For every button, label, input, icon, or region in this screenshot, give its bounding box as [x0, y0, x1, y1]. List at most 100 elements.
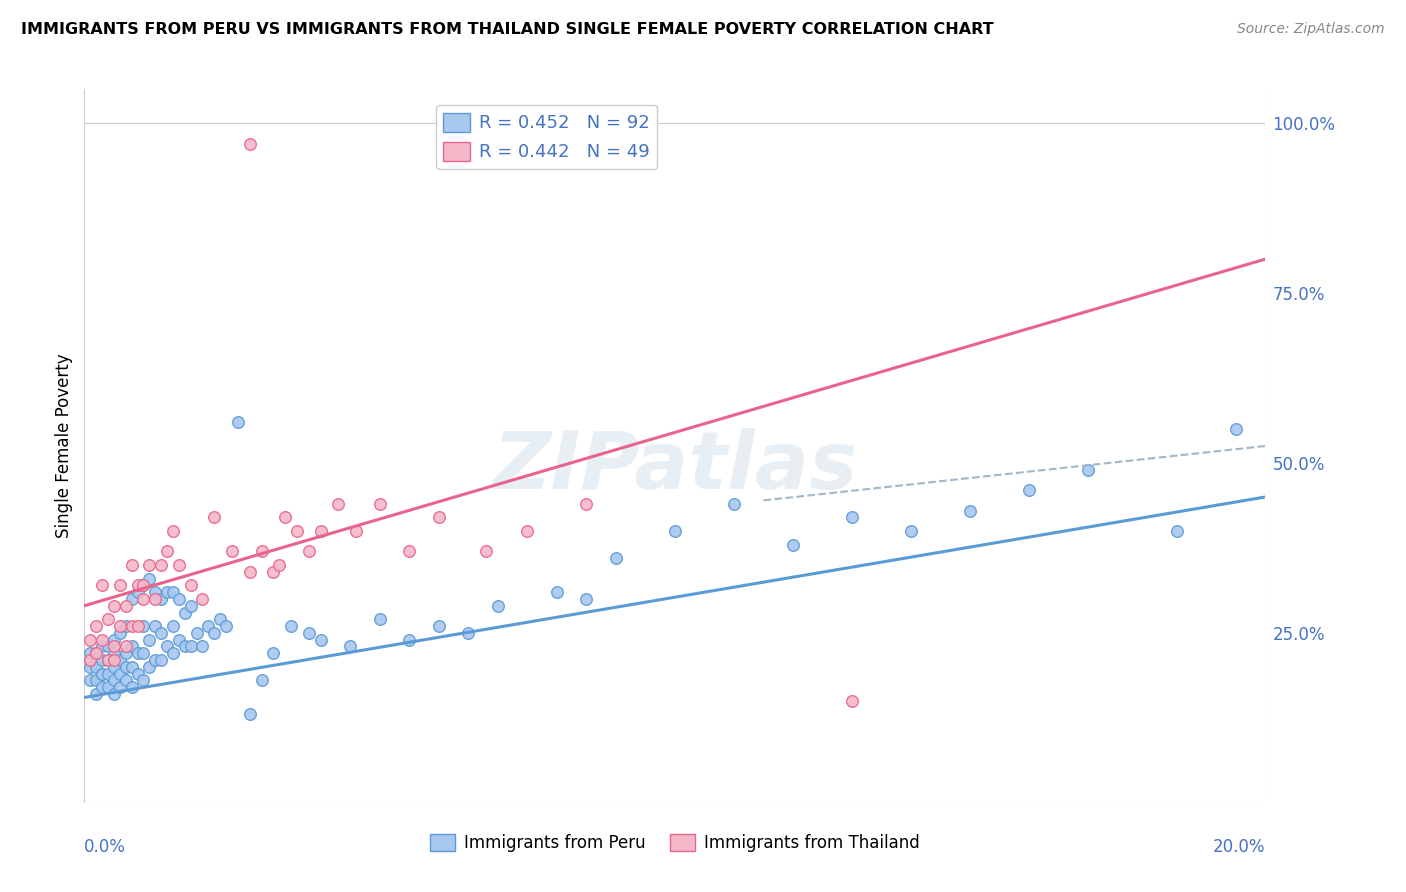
Point: [427, 510, 450, 524]
Point: [108, 619, 131, 633]
Point: [84, 660, 107, 674]
Point: [84, 619, 107, 633]
Point: [226, 415, 249, 429]
Point: [108, 680, 131, 694]
Point: [103, 640, 125, 654]
Point: [215, 619, 238, 633]
Point: [79, 660, 101, 674]
Point: [79, 646, 101, 660]
Point: [280, 619, 302, 633]
Point: [959, 503, 981, 517]
Point: [114, 640, 136, 654]
Point: [162, 524, 184, 538]
Text: 0.0%: 0.0%: [84, 838, 127, 856]
Point: [84, 646, 107, 660]
Point: [156, 585, 179, 599]
Point: [108, 578, 131, 592]
Point: [344, 524, 367, 538]
Point: [79, 653, 101, 667]
Point: [546, 585, 568, 599]
Point: [108, 653, 131, 667]
Point: [150, 558, 173, 572]
Point: [103, 673, 125, 688]
Point: [114, 660, 136, 674]
Point: [516, 524, 538, 538]
Point: [167, 632, 190, 647]
Point: [239, 707, 262, 722]
Point: [180, 578, 202, 592]
Point: [91, 653, 114, 667]
Point: [97, 653, 120, 667]
Point: [1077, 463, 1099, 477]
Point: [723, 497, 745, 511]
Point: [150, 591, 173, 606]
Point: [398, 632, 420, 647]
Point: [239, 136, 262, 151]
Point: [202, 626, 225, 640]
Point: [132, 578, 155, 592]
Point: [180, 640, 202, 654]
Point: [457, 626, 479, 640]
Point: [191, 591, 214, 606]
Point: [173, 640, 195, 654]
Point: [114, 646, 136, 660]
Point: [285, 524, 308, 538]
Point: [84, 687, 107, 701]
Point: [900, 524, 922, 538]
Point: [156, 640, 179, 654]
Point: [97, 640, 120, 654]
Point: [143, 653, 166, 667]
Point: [91, 632, 114, 647]
Point: [1225, 422, 1247, 436]
Point: [162, 585, 184, 599]
Point: [132, 646, 155, 660]
Point: [250, 673, 273, 688]
Point: [309, 524, 332, 538]
Point: [84, 646, 107, 660]
Point: [143, 591, 166, 606]
Point: [91, 578, 114, 592]
Legend: R = 0.452   N = 92, R = 0.442   N = 49: R = 0.452 N = 92, R = 0.442 N = 49: [436, 105, 657, 169]
Point: [209, 612, 232, 626]
Point: [167, 558, 190, 572]
Point: [84, 673, 107, 688]
Point: [150, 626, 173, 640]
Point: [167, 591, 190, 606]
Point: [180, 599, 202, 613]
Point: [91, 680, 114, 694]
Point: [150, 653, 173, 667]
Point: [79, 673, 101, 688]
Point: [1018, 483, 1040, 498]
Point: [298, 626, 321, 640]
Point: [127, 585, 149, 599]
Point: [138, 632, 160, 647]
Point: [186, 626, 208, 640]
Point: [298, 544, 321, 558]
Point: [398, 544, 420, 558]
Text: Source: ZipAtlas.com: Source: ZipAtlas.com: [1237, 22, 1385, 37]
Point: [575, 497, 598, 511]
Point: [121, 660, 143, 674]
Point: [156, 544, 179, 558]
Point: [108, 626, 131, 640]
Point: [262, 565, 284, 579]
Point: [782, 537, 804, 551]
Point: [97, 653, 120, 667]
Point: [103, 599, 125, 613]
Point: [132, 619, 155, 633]
Point: [108, 666, 131, 681]
Text: ZIPatlas: ZIPatlas: [492, 428, 858, 507]
Point: [239, 565, 262, 579]
Point: [309, 632, 332, 647]
Text: IMMIGRANTS FROM PERU VS IMMIGRANTS FROM THAILAND SINGLE FEMALE POVERTY CORRELATI: IMMIGRANTS FROM PERU VS IMMIGRANTS FROM …: [21, 22, 994, 37]
Point: [138, 572, 160, 586]
Point: [841, 510, 863, 524]
Point: [191, 640, 214, 654]
Point: [114, 619, 136, 633]
Point: [143, 585, 166, 599]
Point: [132, 578, 155, 592]
Point: [97, 666, 120, 681]
Point: [103, 653, 125, 667]
Point: [427, 619, 450, 633]
Point: [197, 619, 219, 633]
